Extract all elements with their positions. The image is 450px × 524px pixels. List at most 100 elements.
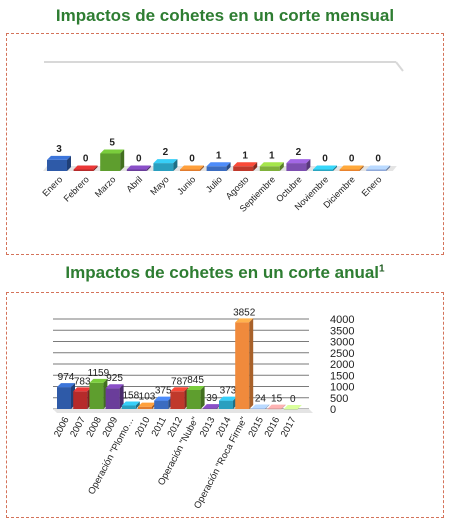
monthly-chart-panel: 3 Enero 0 Febrero 5 Marzo 0 Abril 2 Mayo 0 Junio 1 Ju… — [6, 33, 444, 255]
bar-6 — [154, 400, 169, 409]
bar-12 — [366, 169, 387, 171]
bar-3 — [105, 388, 120, 409]
y-tick-label-6: 1000 — [330, 382, 354, 394]
bar-top-12 — [366, 165, 391, 170]
y-tick-label-7: 500 — [330, 393, 348, 405]
x-tick-label-1: Febrero — [62, 174, 91, 203]
bar-top-3 — [105, 384, 124, 389]
bar-side-9 — [306, 159, 311, 171]
data-label-12: 24 — [255, 393, 267, 404]
bar-top-0 — [47, 155, 71, 160]
bar-top-11 — [339, 165, 364, 170]
annual-chart-title-text: Impactos de cohetes en un corte anual — [65, 263, 380, 282]
data-label-2: 1159 — [88, 368, 110, 379]
bar-side-3 — [119, 384, 124, 409]
data-label-13: 15 — [271, 394, 283, 405]
bar-top-10 — [313, 165, 337, 170]
bar-side-8 — [200, 385, 205, 409]
bar-top-7 — [170, 387, 189, 392]
bar-2 — [89, 382, 104, 409]
data-label-7: 1 — [242, 150, 248, 161]
bar-side-11 — [359, 165, 364, 171]
bar-top-4 — [121, 401, 140, 406]
x-tick-label-0: Enero — [40, 174, 64, 198]
x-tick-label-5: Junio — [175, 174, 197, 196]
bar-side-5 — [200, 165, 204, 171]
bar-4 — [121, 405, 136, 409]
bar-top-0 — [57, 383, 75, 388]
y-tick-label-1: 3500 — [330, 325, 354, 337]
annual-chart-title: Impactos de cohetes en un corte anual1 — [0, 263, 450, 283]
bar-top-1 — [73, 165, 98, 170]
data-label-3: 925 — [106, 373, 123, 384]
x-tick-label-5: 2010 — [133, 415, 153, 439]
bar-1 — [73, 169, 94, 171]
bar-14 — [283, 409, 298, 410]
bar-0 — [57, 387, 71, 409]
plot-back-edge-side — [395, 61, 404, 72]
bar-side-6 — [226, 162, 231, 171]
bar-5 — [138, 406, 152, 409]
y-tick-label-4: 2000 — [330, 359, 354, 371]
bar-5 — [180, 169, 200, 171]
bar-side-11 — [249, 318, 254, 409]
data-label-9: 2 — [296, 147, 302, 158]
bar-side-1 — [93, 165, 98, 171]
bar-8 — [259, 166, 280, 171]
bar-7 — [233, 166, 254, 171]
bar-side-4 — [173, 159, 178, 171]
bar-side-12 — [386, 165, 391, 171]
bar-top-7 — [233, 162, 258, 167]
data-label-9: 39 — [206, 393, 218, 404]
bar-top-1 — [73, 387, 92, 392]
data-label-5: 103 — [139, 392, 156, 403]
bar-4 — [153, 163, 174, 171]
bar-top-3 — [126, 165, 151, 170]
bar-6 — [206, 166, 227, 171]
bar-9 — [286, 163, 307, 171]
y-tick-label-5: 1500 — [330, 370, 354, 382]
x-tick-label-12: Enero — [360, 174, 384, 198]
y-tick-label-8: 0 — [330, 404, 336, 416]
data-label-7: 787 — [171, 376, 188, 387]
bar-top-10 — [219, 396, 237, 401]
bar-top-6 — [154, 396, 173, 401]
x-tick-label-13: 2016 — [263, 415, 283, 439]
data-label-2: 5 — [109, 138, 115, 149]
bar-side-10 — [333, 165, 337, 171]
data-label-0: 974 — [58, 372, 75, 383]
bar-top-14 — [283, 405, 302, 409]
x-tick-label-2: 2008 — [84, 415, 104, 439]
bar-side-8 — [279, 162, 284, 171]
data-label-10: 0 — [322, 154, 328, 165]
bar-3 — [126, 169, 147, 171]
monthly-chart: 3 Enero 0 Febrero 5 Marzo 0 Abril 2 Mayo 0 Junio 1 Ju… — [40, 61, 404, 214]
bar-side-7 — [253, 162, 258, 171]
annual-chart: 4000350030002500200015001000500097420067… — [52, 307, 354, 510]
bar-top-5 — [138, 402, 156, 407]
data-label-6: 1 — [216, 150, 222, 161]
x-tick-label-14: 2017 — [279, 415, 299, 439]
bar-side-12 — [265, 404, 270, 409]
bar-11 — [339, 169, 360, 171]
bar-top-2 — [89, 378, 108, 383]
x-tick-label-1: 2007 — [68, 415, 88, 439]
x-tick-label-0: 2006 — [52, 415, 72, 439]
bar-top-5 — [180, 165, 204, 170]
bar-side-4 — [135, 401, 140, 409]
plot-floor — [53, 409, 313, 413]
bar-top-2 — [100, 149, 125, 154]
bar-2 — [100, 153, 121, 171]
x-tick-label-4: Mayo — [148, 174, 171, 197]
x-tick-label-9: 2013 — [198, 415, 218, 439]
data-label-10: 373 — [220, 386, 237, 397]
x-tick-label-3: Abril — [124, 174, 144, 194]
data-label-8: 1 — [269, 150, 275, 161]
bar-10 — [219, 400, 233, 409]
annual-chart-title-footnote: 1 — [379, 263, 385, 275]
bar-top-9 — [202, 404, 221, 409]
bar-12 — [251, 408, 266, 409]
bar-side-2 — [120, 149, 125, 171]
bar-7 — [170, 391, 185, 409]
bar-side-0 — [67, 155, 71, 171]
